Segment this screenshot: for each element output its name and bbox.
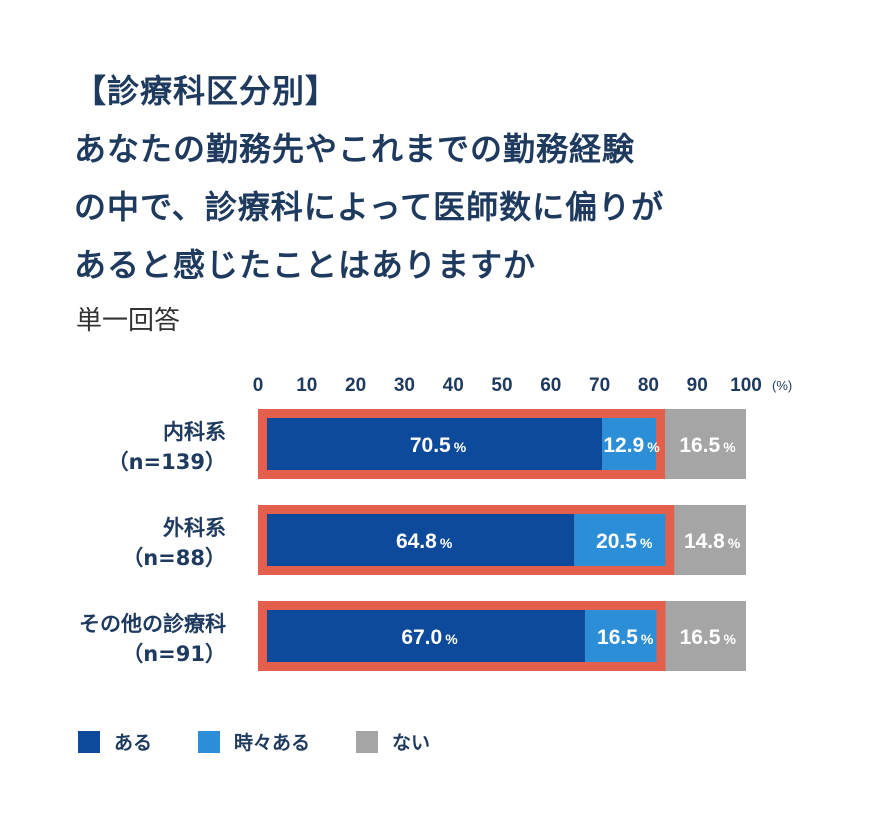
data-label-tokidoki: 20.5% — [596, 530, 653, 553]
bar-segment-aru — [267, 610, 585, 662]
legend-label: 時々ある — [234, 732, 311, 754]
legend-item-tokidoki: 時々ある — [198, 728, 310, 755]
data-label-nai: 14.8% — [684, 530, 741, 553]
chart-title: 【診療科区分別】 あなたの勤務先やこれまでの勤務経験 の中で、診療科によって医師… — [74, 62, 854, 294]
title-line: の中で、診療科によって医師数に偏りが — [74, 188, 665, 226]
bar-segment-tokidoki — [574, 514, 666, 566]
bar-segment-tokidoki — [584, 610, 657, 662]
x-tick-label: 0 — [253, 375, 264, 396]
x-tick-label: 30 — [394, 375, 415, 396]
bar-segment-aru — [267, 418, 603, 470]
category-label: 外科系 — [163, 516, 226, 540]
legend-swatch-aru — [78, 730, 100, 753]
legend-swatch-nai — [356, 730, 379, 753]
category-sample-size: （n=88） — [122, 546, 226, 570]
data-label-aru: 67.0% — [401, 626, 458, 649]
x-tick-label: 100 — [730, 375, 762, 396]
x-tick-label: 10 — [296, 375, 317, 396]
category-sample-size: （n=91） — [122, 642, 226, 666]
data-label-nai: 16.5% — [680, 626, 737, 649]
data-label-aru: 70.5% — [410, 434, 467, 457]
x-tick-label: 80 — [638, 375, 659, 396]
data-label-tokidoki: 12.9% — [603, 434, 660, 457]
x-tick-label: 70 — [589, 375, 610, 396]
category-label: その他の診療科 — [79, 612, 226, 636]
chart-subtitle: 単一回答 — [76, 306, 181, 336]
title-line: あると感じたことはありますか — [74, 246, 537, 284]
legend-item-aru: ある — [78, 728, 152, 755]
bar-segment-tokidoki — [602, 418, 656, 470]
title-line: あなたの勤務先やこれまでの勤務経験 — [74, 130, 636, 168]
legend-label: ある — [114, 732, 153, 754]
legend-swatch-tokidoki — [198, 730, 221, 753]
category-label: 内科系 — [163, 420, 226, 444]
data-label-tokidoki: 16.5% — [597, 626, 654, 649]
legend-label: ない — [392, 732, 431, 754]
x-tick-label: 20 — [345, 375, 366, 396]
title-line: 【診療科区分別】 — [74, 72, 339, 110]
x-tick-label: 40 — [443, 375, 464, 396]
x-tick-label: 60 — [540, 375, 561, 396]
category-sample-size: （n=139） — [108, 450, 226, 474]
legend: ある 時々ある ない — [78, 728, 476, 755]
bar-segment-aru — [267, 514, 575, 566]
x-unit-label: (%) — [772, 378, 792, 393]
legend-item-nai: ない — [356, 728, 430, 755]
data-label-aru: 64.8% — [396, 530, 453, 553]
data-label-nai: 16.5% — [679, 434, 736, 457]
x-tick-label: 90 — [687, 375, 708, 396]
x-tick-label: 50 — [491, 375, 512, 396]
